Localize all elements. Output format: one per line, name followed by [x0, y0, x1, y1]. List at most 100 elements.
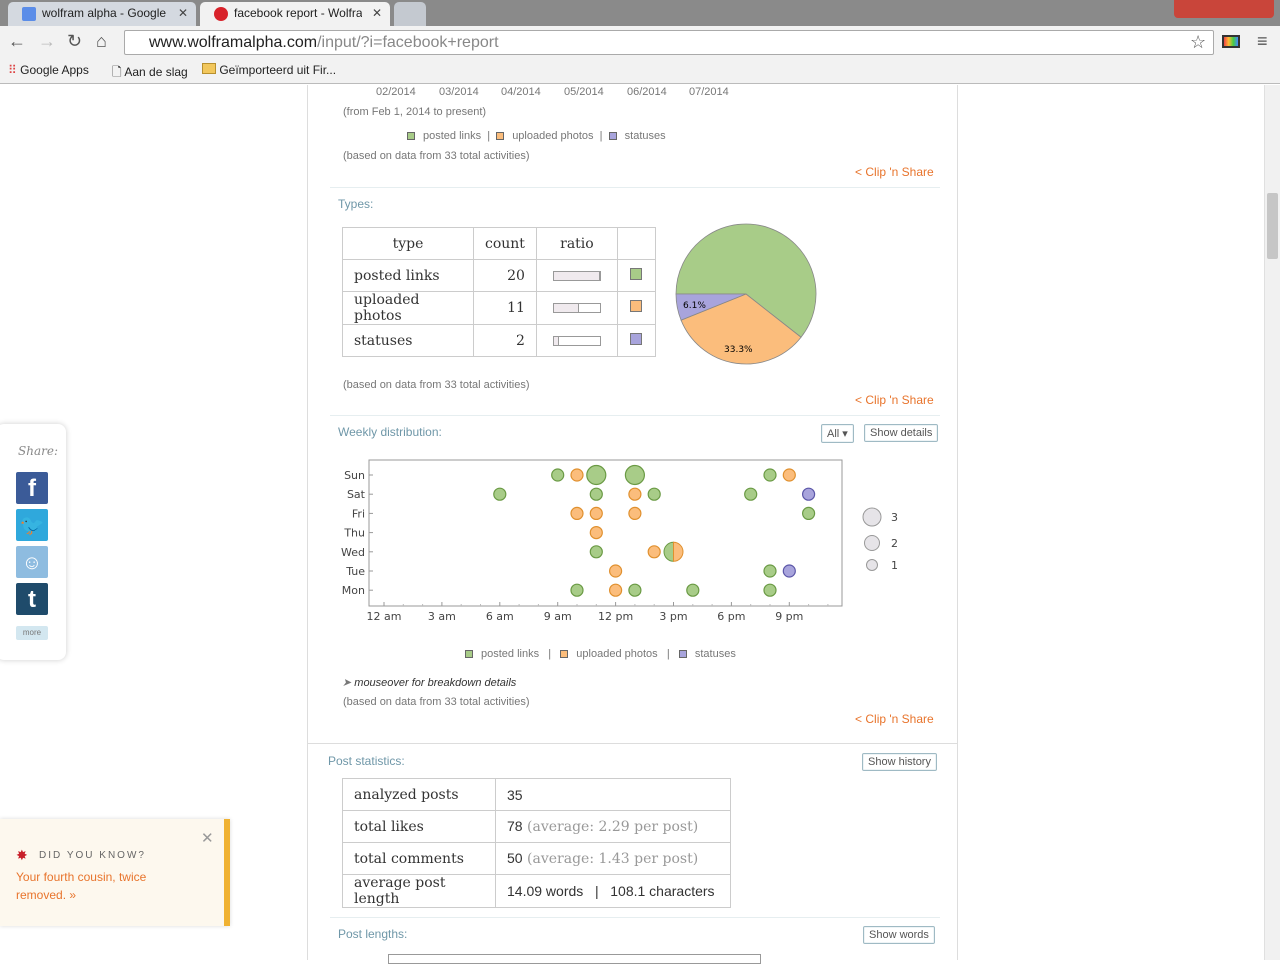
count-cell: 20 — [473, 259, 537, 292]
x-tick-label: 6 pm — [717, 610, 745, 623]
stat-note: (average: 2.29 per post) — [527, 819, 699, 835]
table-row: statuses 2 — [342, 324, 656, 357]
ratio-bar — [552, 303, 601, 313]
data-point — [782, 468, 796, 482]
stat-value: 78 — [507, 818, 523, 834]
close-tab-icon[interactable]: ✕ — [371, 6, 382, 20]
tab-google[interactable]: wolfram alpha - Google zo ✕ — [8, 2, 196, 26]
pie-label: 6.1% — [683, 301, 706, 311]
back-icon[interactable]: ← — [8, 31, 26, 51]
share-icon: < — [855, 165, 863, 179]
close-tab-icon[interactable]: ✕ — [177, 6, 188, 20]
address-bar[interactable]: www.wolframalpha.com/input/?i=facebook+r… — [124, 30, 1214, 55]
data-point — [589, 506, 603, 521]
bookmark-aan-de-slag[interactable]: 🗋 Aan de slag — [112, 63, 188, 84]
pie-slice — [675, 223, 817, 338]
post-stats-title: Post statistics: — [328, 754, 405, 768]
tumblr-share-icon[interactable]: t — [16, 583, 48, 615]
swatch — [630, 267, 643, 280]
star-icon[interactable]: ☆ — [1190, 32, 1207, 52]
menu-icon[interactable]: ≡ — [1257, 31, 1268, 51]
weekly-title: Weekly distribution: — [338, 425, 442, 439]
tab-wolfram[interactable]: facebook report - Wolfran ✕ — [200, 2, 390, 26]
size-legend-circle — [862, 507, 882, 527]
forward-icon[interactable]: → — [38, 31, 56, 51]
show-history-button[interactable]: Show history — [862, 753, 937, 771]
data-point — [763, 583, 777, 597]
new-tab-button[interactable] — [394, 2, 426, 26]
range-note: (from Feb 1, 2014 to present) — [343, 106, 487, 118]
clip-share-button[interactable]: < Clip 'n Share — [855, 165, 934, 179]
data-point-half — [663, 541, 674, 562]
legend-label: statuses — [624, 130, 666, 142]
type-cell: statuses — [342, 324, 474, 357]
facebook-share-icon[interactable]: f — [16, 472, 48, 504]
show-words-button[interactable]: Show words — [863, 926, 935, 944]
data-point — [802, 487, 816, 501]
clip-share-button[interactable]: < Clip 'n Share — [855, 393, 934, 407]
extension-icon[interactable] — [1222, 35, 1240, 48]
count-cell: 11 — [473, 291, 537, 325]
clip-share-label: Clip 'n Share — [865, 712, 934, 726]
data-point — [609, 564, 623, 578]
share-panel: Share: f 🐦 ☺ t more — [0, 424, 66, 660]
mouseover-hint: ➤ mouseover for breakdown details — [342, 676, 516, 689]
bookmark-label: Google Apps — [20, 63, 89, 77]
y-tick-label: Wed — [341, 546, 365, 559]
ratio-bar — [552, 270, 601, 281]
ratio-bar — [552, 335, 601, 346]
tick-label: 05/2014 — [564, 86, 604, 98]
data-point — [570, 506, 584, 521]
data-point — [686, 583, 700, 597]
y-tick-label: Sun — [344, 469, 365, 482]
window-controls[interactable] — [1174, 0, 1274, 18]
data-point — [763, 564, 777, 578]
filter-dropdown[interactable]: All ▾ — [821, 424, 854, 443]
stat-label: total comments — [342, 842, 496, 875]
based-on-note: (based on data from 33 total activities) — [343, 379, 530, 391]
post-lengths-chart-frame — [388, 954, 761, 964]
close-icon[interactable]: ✕ — [201, 830, 214, 847]
data-point — [628, 487, 642, 501]
stat-label: analyzed posts — [342, 778, 496, 811]
clip-share-button[interactable]: < Clip 'n Share — [855, 712, 934, 726]
stat-label: total likes — [342, 810, 496, 843]
more-share-button[interactable]: more — [16, 626, 48, 640]
bookmark-google-apps[interactable]: ⠿ Google Apps — [8, 63, 89, 77]
dyk-link[interactable]: Your fourth cousin, twice removed. » — [16, 870, 147, 902]
twitter-share-icon[interactable]: 🐦 — [16, 509, 48, 541]
header-type: type — [342, 227, 474, 260]
x-tick-label: 12 pm — [598, 610, 633, 623]
tab-label: facebook report - Wolfran — [234, 6, 362, 20]
bookmark-label: Aan de slag — [124, 65, 188, 79]
x-tick-label: 12 am — [367, 610, 402, 623]
size-legend-label: 3 — [891, 511, 898, 524]
data-point — [586, 464, 607, 486]
legend-label: uploaded photos — [512, 130, 594, 142]
scrollbar[interactable] — [1264, 85, 1280, 960]
show-details-button[interactable]: Show details — [864, 424, 939, 442]
y-tick-label: Mon — [342, 584, 365, 597]
post-lengths-title: Post lengths: — [338, 927, 408, 941]
reddit-share-icon[interactable]: ☺ — [16, 546, 48, 578]
data-point — [782, 564, 796, 578]
section-divider — [307, 743, 958, 744]
bookmark-label: Geïmporteerd uit Fir... — [219, 63, 337, 77]
tick-label: 04/2014 — [501, 86, 541, 98]
legend-swatch — [465, 650, 473, 658]
url-path: /input/?i=facebook+report — [317, 34, 499, 51]
data-point — [609, 583, 623, 597]
tick-label: 06/2014 — [627, 86, 667, 98]
bookmark-folder[interactable]: Geïmporteerd uit Fir... — [202, 63, 336, 77]
legend-label: uploaded photos — [576, 648, 658, 660]
divider — [330, 187, 940, 188]
tick-label: 03/2014 — [439, 86, 479, 98]
data-point — [763, 468, 777, 482]
url-host: www.wolframalpha.com — [149, 34, 318, 51]
reload-icon[interactable]: ↻ — [67, 31, 83, 51]
swatch — [630, 332, 643, 345]
scrollbar-thumb[interactable] — [1267, 193, 1278, 259]
data-point-half — [673, 541, 684, 562]
home-icon[interactable]: ⌂ — [96, 31, 107, 51]
cursor-icon: ➤ — [342, 677, 352, 689]
